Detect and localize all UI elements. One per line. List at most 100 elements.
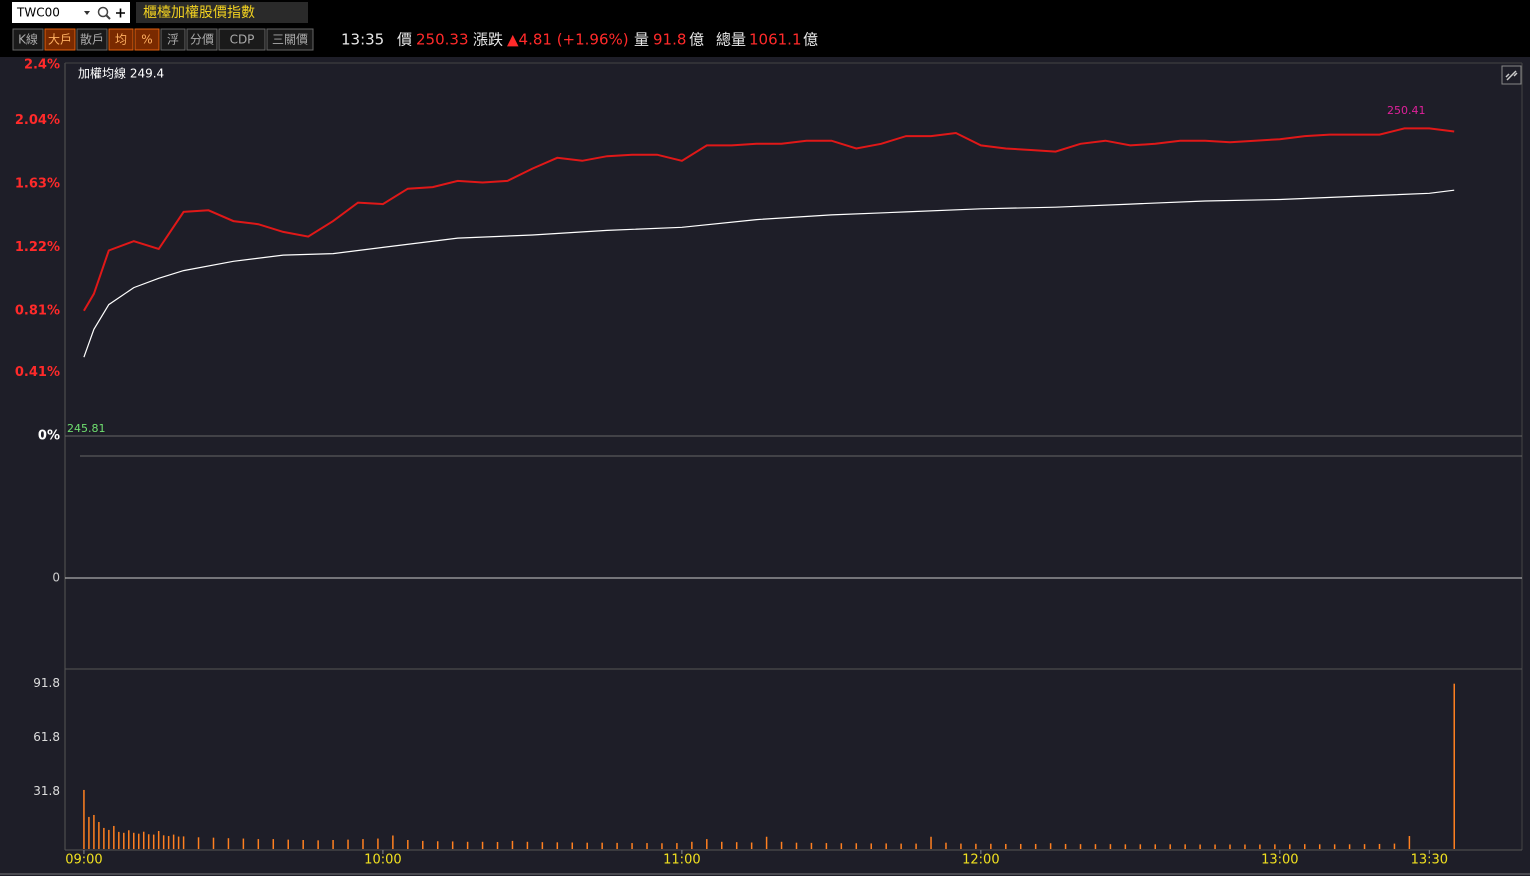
volume-bar [98, 821, 100, 849]
x-tick-label: 12:00 [962, 853, 999, 868]
volume-bar [661, 843, 663, 849]
quote-label: 總量 [716, 31, 746, 49]
toolbar-button[interactable] [186, 28, 218, 51]
volume-bar [436, 841, 439, 849]
volume-bar [317, 840, 319, 849]
volume-bar [1274, 844, 1276, 849]
volume-bar [1184, 844, 1186, 849]
toolbar-button[interactable] [134, 28, 160, 51]
y-tick-label: 2.04% [15, 113, 60, 128]
volume-bar [780, 841, 783, 849]
link-icon [1505, 70, 1518, 81]
toolbar-button-label: 浮 [167, 33, 179, 47]
toolbar-button[interactable] [76, 28, 108, 51]
volume-bar [1348, 844, 1351, 849]
y-tick-label: 2.4% [24, 58, 60, 73]
y-tick-label: 0.41% [15, 365, 60, 380]
volume-bar [227, 838, 230, 849]
volume-bar [810, 842, 813, 849]
toolbar-buttons: K線 大戶 散戶均% 浮分價 CDP 三關價 [12, 28, 314, 51]
volume-bar [586, 842, 588, 849]
volume-bar [212, 837, 215, 849]
volume-bar [302, 839, 304, 849]
name-box [136, 2, 308, 23]
volume-bar [451, 841, 454, 849]
toolbar-button-label: % [141, 33, 152, 47]
toolbar-button[interactable] [218, 28, 266, 51]
add-icon[interactable] [116, 8, 125, 18]
volume-bar [646, 843, 648, 849]
symbol: TWC00 [16, 6, 60, 20]
volume-bar [1049, 843, 1052, 849]
volume-bar [157, 830, 160, 849]
toolbar-button[interactable] [44, 28, 76, 51]
volume-bar [885, 843, 887, 849]
y-tick-label: 1.22% [15, 240, 60, 255]
volume-bar [691, 841, 693, 849]
volume-bar [825, 843, 828, 849]
volume-bar [915, 843, 917, 849]
volume-bar [1169, 844, 1171, 849]
quote-label: 價 [397, 31, 412, 49]
toolbar-button-label: 大戶 [48, 33, 72, 47]
volume-bar [676, 843, 678, 849]
quote-change: ▲4.81 (+1.96%) [507, 31, 629, 49]
volume-bar [1139, 844, 1142, 849]
volume-bar [1109, 844, 1112, 849]
volume-bar [407, 839, 409, 849]
volume-bar [347, 839, 349, 849]
y-tick-label: 31.8 [33, 784, 60, 798]
toolbar-button[interactable] [160, 28, 186, 51]
volume-bar [631, 843, 633, 849]
quote-price: 250.33 [416, 31, 469, 49]
volume-bar [930, 836, 932, 849]
quote-unit: 億 [689, 31, 704, 49]
volume-bar [735, 842, 738, 849]
volume-bar [1124, 844, 1127, 849]
volume-bar [242, 838, 245, 849]
toolbar-button[interactable] [266, 28, 314, 51]
volume-bar [422, 840, 424, 849]
volume-bar [1199, 844, 1201, 849]
series-line [83, 189, 1455, 358]
volume-bar [1079, 844, 1082, 849]
series-line [83, 127, 1455, 312]
volume-bar [1333, 844, 1336, 849]
toolbar-button-label: 散戶 [80, 32, 104, 47]
volume-bar [133, 832, 135, 849]
volume-bar [496, 841, 499, 849]
dropdown-arrow[interactable] [84, 11, 90, 15]
reference-label: 245.81 [67, 422, 106, 435]
quote-total: 1061.1 [749, 31, 802, 49]
toolbar-button[interactable] [108, 28, 134, 51]
toolbar-button[interactable] [12, 28, 44, 51]
quote-volume: 91.8 [653, 31, 686, 49]
volume-bar [142, 831, 145, 849]
symbol-input[interactable] [12, 2, 130, 23]
quote-time: 13:35 [341, 31, 384, 49]
volume-bar [182, 836, 185, 849]
x-tick-label: 10:00 [364, 853, 401, 868]
volume-bar [177, 836, 180, 849]
volume-bar [152, 834, 155, 849]
volume-bar [960, 843, 962, 849]
volume-bar [362, 839, 364, 849]
volume-bar [172, 834, 175, 849]
y-tick-label: 0% [38, 429, 60, 444]
x-tick-label: 09:00 [65, 853, 102, 868]
volume-bar [1363, 844, 1366, 849]
volume-bar [706, 839, 708, 849]
volume-bar [1229, 844, 1231, 849]
volume-bar [975, 843, 977, 849]
volume-bar [466, 841, 469, 849]
volume-bar [83, 789, 85, 849]
y-tick-label: 1.63% [15, 177, 60, 192]
volume-bar [377, 838, 379, 849]
volume-bar [332, 839, 334, 849]
indicator-y-tick-label: 0 [52, 571, 60, 585]
volume-bar [257, 839, 260, 849]
search-icon[interactable] [97, 6, 109, 18]
volume-bar [1034, 843, 1037, 849]
y-tick-label: 61.8 [33, 730, 60, 744]
